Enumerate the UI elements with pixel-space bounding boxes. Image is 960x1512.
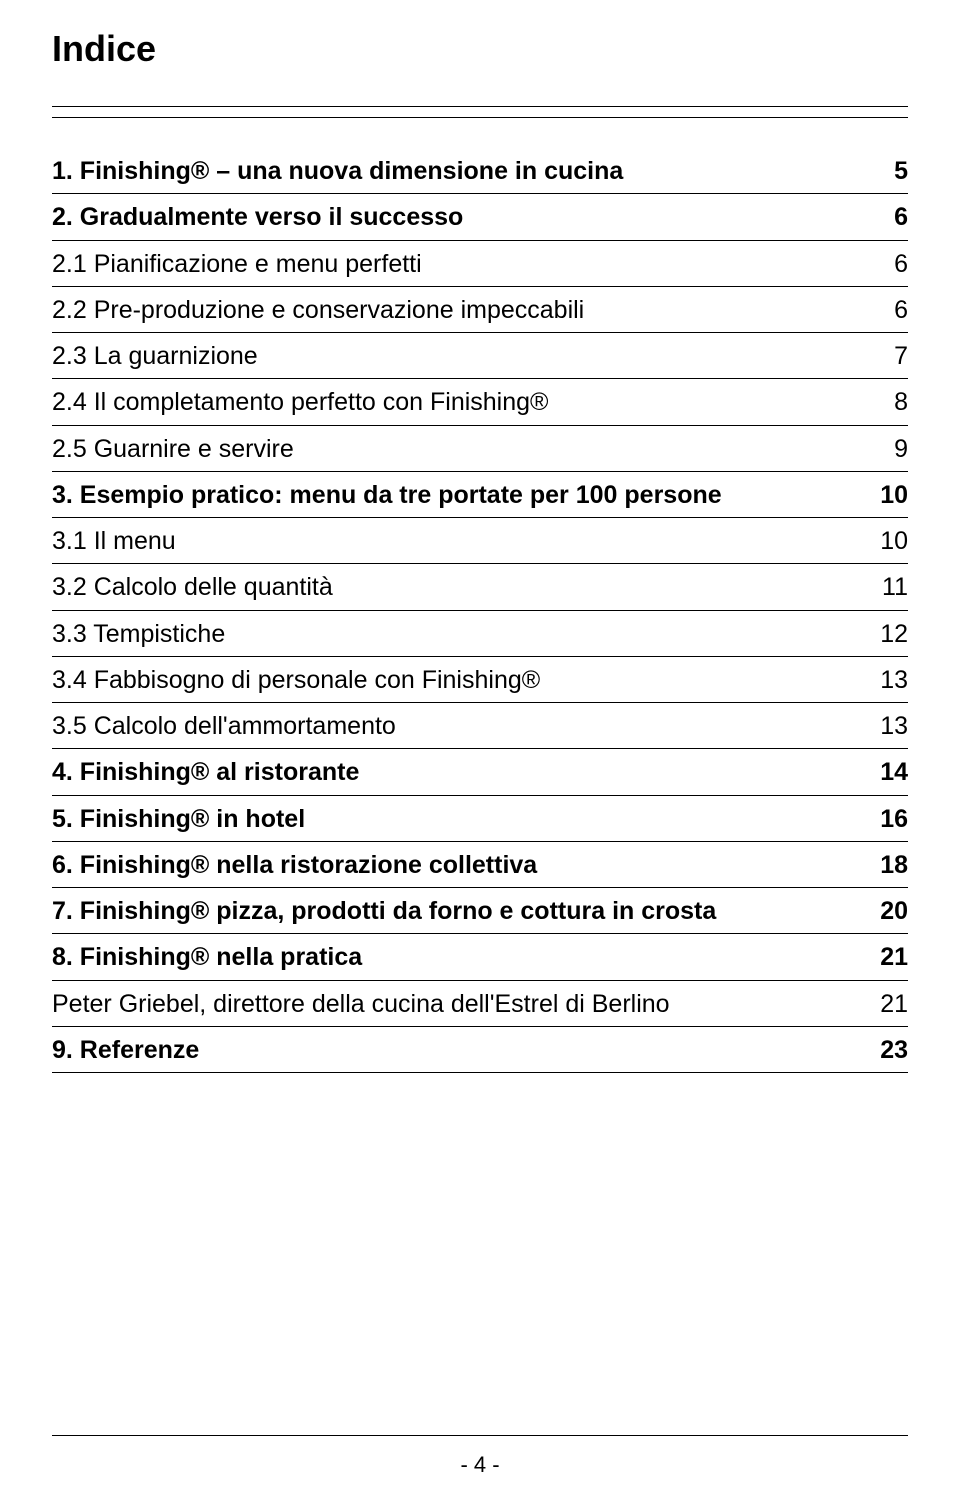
toc-label: 3. Esempio pratico: menu da tre portate … xyxy=(52,480,880,511)
toc-label: 9. Referenze xyxy=(52,1035,880,1066)
toc-row: 2. Gradualmente verso il successo6 xyxy=(52,194,908,240)
toc-row: 3. Esempio pratico: menu da tre portate … xyxy=(52,472,908,518)
toc-page-number: 13 xyxy=(880,711,908,742)
toc-label: 3.2 Calcolo delle quantità xyxy=(52,572,882,603)
toc-label: 2.5 Guarnire e servire xyxy=(52,434,894,465)
page-number: - 4 - xyxy=(52,1452,908,1478)
toc-page-number: 13 xyxy=(880,665,908,696)
footer-rule xyxy=(52,1435,908,1436)
toc-label: 2.3 La guarnizione xyxy=(52,341,894,372)
toc-label: 1. Finishing® – una nuova dimensione in … xyxy=(52,156,894,187)
toc-row: 2.5 Guarnire e servire9 xyxy=(52,426,908,472)
toc-page-number: 21 xyxy=(880,942,908,973)
toc-page-number: 18 xyxy=(880,850,908,881)
toc-list: 1. Finishing® – una nuova dimensione in … xyxy=(52,148,908,1073)
toc-label: Peter Griebel, direttore della cucina de… xyxy=(52,989,880,1020)
toc-row: Peter Griebel, direttore della cucina de… xyxy=(52,981,908,1027)
toc-label: 6. Finishing® nella ristorazione collett… xyxy=(52,850,880,881)
page-title: Indice xyxy=(52,28,908,70)
toc-label: 2.2 Pre-produzione e conservazione impec… xyxy=(52,295,894,326)
toc-row: 3.3 Tempistiche12 xyxy=(52,611,908,657)
toc-row: 3.2 Calcolo delle quantità11 xyxy=(52,564,908,610)
toc-label: 7. Finishing® pizza, prodotti da forno e… xyxy=(52,896,880,927)
toc-row: 3.4 Fabbisogno di personale con Finishin… xyxy=(52,657,908,703)
toc-label: 2.1 Pianificazione e menu perfetti xyxy=(52,249,894,280)
toc-page-number: 23 xyxy=(880,1035,908,1066)
toc-label: 3.3 Tempistiche xyxy=(52,619,880,650)
toc-page-number: 12 xyxy=(880,619,908,650)
toc-label: 4. Finishing® al ristorante xyxy=(52,757,880,788)
toc-label: 3.5 Calcolo dell'ammortamento xyxy=(52,711,880,742)
toc-row: 8. Finishing® nella pratica21 xyxy=(52,934,908,980)
toc-row: 3.5 Calcolo dell'ammortamento13 xyxy=(52,703,908,749)
toc-row: 9. Referenze23 xyxy=(52,1027,908,1073)
toc-page-number: 7 xyxy=(894,341,908,372)
page-footer: - 4 - xyxy=(52,1435,908,1478)
toc-page-number: 10 xyxy=(880,526,908,557)
toc-page-number: 11 xyxy=(882,572,908,603)
toc-page-number: 6 xyxy=(894,249,908,280)
toc-row: 6. Finishing® nella ristorazione collett… xyxy=(52,842,908,888)
toc-label: 8. Finishing® nella pratica xyxy=(52,942,880,973)
page: Indice 1. Finishing® – una nuova dimensi… xyxy=(0,0,960,1512)
toc-label: 5. Finishing® in hotel xyxy=(52,804,880,835)
toc-row: 1. Finishing® – una nuova dimensione in … xyxy=(52,148,908,194)
toc-row: 7. Finishing® pizza, prodotti da forno e… xyxy=(52,888,908,934)
toc-page-number: 8 xyxy=(894,387,908,418)
toc-page-number: 6 xyxy=(894,202,908,233)
toc-page-number: 21 xyxy=(880,989,908,1020)
toc-page-number: 6 xyxy=(894,295,908,326)
top-rule-2 xyxy=(52,117,908,118)
toc-page-number: 5 xyxy=(894,156,908,187)
toc-label: 3.1 Il menu xyxy=(52,526,880,557)
toc-row: 3.1 Il menu10 xyxy=(52,518,908,564)
toc-page-number: 16 xyxy=(880,804,908,835)
toc-label: 3.4 Fabbisogno di personale con Finishin… xyxy=(52,665,880,696)
toc-page-number: 10 xyxy=(880,480,908,511)
toc-row: 2.1 Pianificazione e menu perfetti6 xyxy=(52,241,908,287)
toc-page-number: 14 xyxy=(880,757,908,788)
toc-row: 2.3 La guarnizione7 xyxy=(52,333,908,379)
toc-row: 5. Finishing® in hotel16 xyxy=(52,796,908,842)
toc-row: 4. Finishing® al ristorante14 xyxy=(52,749,908,795)
rule-gap xyxy=(52,107,908,117)
toc-label: 2. Gradualmente verso il successo xyxy=(52,202,894,233)
toc-page-number: 20 xyxy=(880,896,908,927)
toc-row: 2.2 Pre-produzione e conservazione impec… xyxy=(52,287,908,333)
toc-label: 2.4 Il completamento perfetto con Finish… xyxy=(52,387,894,418)
toc-page-number: 9 xyxy=(894,434,908,465)
toc-row: 2.4 Il completamento perfetto con Finish… xyxy=(52,379,908,425)
